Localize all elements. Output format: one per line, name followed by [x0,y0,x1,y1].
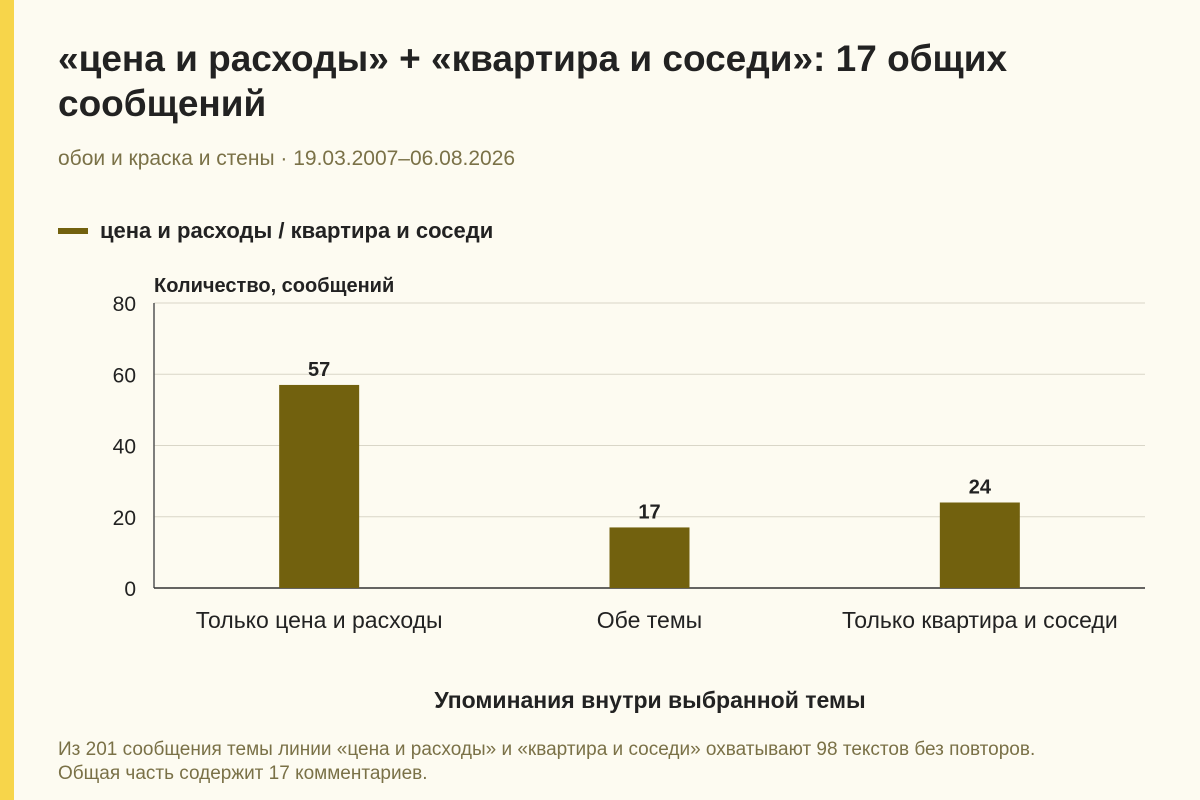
x-tick-label: Только цена и расходы [196,607,443,633]
bar-value-label: 57 [308,359,330,381]
bar [279,384,360,588]
y-tick-label: 60 [113,364,136,387]
legend: цена и расходы / квартира и соседи [58,218,493,244]
chart-subtitle: обои и краска и стены · 19.03.2007–06.08… [58,147,516,170]
bar [939,502,1020,588]
x-tick-label: Только квартира и соседи [842,607,1118,633]
bar-value-label: 17 [638,501,660,523]
chart-title: «цена и расходы» + «квартира и соседи»: … [58,38,1008,124]
y-tick-label: 80 [113,293,136,316]
x-axis-title: Упоминания внутри выбранной темы [434,687,866,713]
accent-bar [0,0,14,800]
footnote: Из 201 сообщения темы линии «цена и расх… [58,739,1036,784]
bar [609,527,690,588]
y-axis-title: Количество, сообщений [154,275,394,297]
legend-label: цена и расходы / квартира и соседи [100,218,494,243]
y-tick-label: 20 [113,507,136,530]
bar-value-label: 24 [969,477,992,499]
x-tick-label: Обе темы [597,607,702,633]
y-tick-label: 40 [113,436,136,459]
legend-swatch [58,228,88,234]
y-tick-label: 0 [124,578,136,601]
